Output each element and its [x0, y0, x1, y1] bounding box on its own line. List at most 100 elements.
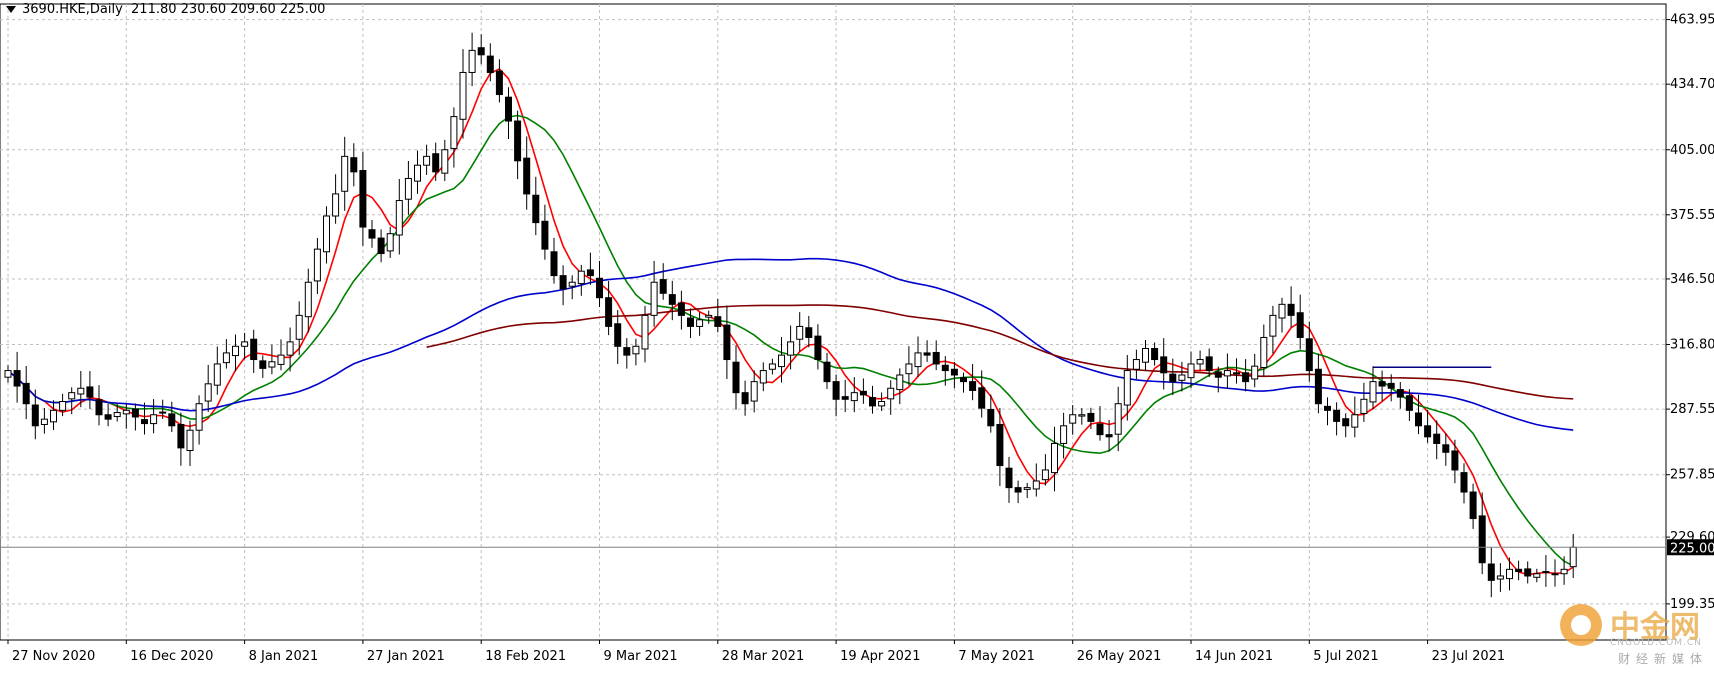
x-tick-label: 28 Mar 2021	[722, 649, 804, 664]
candle-bull	[1506, 568, 1513, 580]
candle-bear	[1424, 425, 1432, 438]
candle-bull	[395, 200, 403, 236]
candle-bear	[1287, 303, 1295, 316]
candle-bull	[268, 361, 276, 368]
candle-bull	[1351, 414, 1359, 428]
candle-bear	[1515, 568, 1523, 573]
candle-bear	[659, 279, 667, 294]
moving-averages	[7, 67, 1574, 576]
candle-bull	[1269, 314, 1277, 337]
candle-bear	[723, 324, 731, 361]
candle-bear	[486, 55, 494, 73]
y-tick-label: 199.35	[1670, 597, 1714, 612]
candle-bear	[832, 381, 840, 400]
candle-bull	[277, 354, 285, 365]
candle-bear	[1469, 491, 1477, 520]
ohlc-values: 211.80 230.60 209.60 225.00	[131, 2, 326, 17]
candle-bull	[341, 155, 349, 192]
candle-bear	[1242, 372, 1250, 383]
candle-bear	[432, 153, 440, 173]
candle-bull	[878, 401, 886, 407]
candle-bear	[1169, 373, 1177, 383]
candle-bull	[1187, 363, 1195, 379]
candle-bull	[77, 387, 85, 395]
candle-bull	[1551, 573, 1559, 576]
candle-bull	[195, 403, 203, 431]
candle-bear	[159, 411, 167, 414]
price-tag-label: 225.00	[1670, 541, 1714, 556]
candle-bull	[1060, 425, 1068, 444]
x-tick-label: 9 Mar 2021	[604, 649, 678, 664]
y-tick-label: 405.00	[1670, 143, 1714, 158]
candle-bear	[104, 414, 112, 420]
candle-bull	[1360, 398, 1368, 414]
y-tick-label: 375.55	[1670, 208, 1714, 223]
candle-bull	[122, 409, 130, 415]
candle-bear	[86, 386, 94, 398]
candle-bull	[459, 71, 467, 120]
candle-bear	[523, 157, 531, 195]
candle-bear	[495, 70, 503, 96]
candle-bear	[823, 361, 831, 383]
candle-bear	[1314, 368, 1322, 405]
candle-bear	[950, 368, 958, 376]
symbol-label: 3690.HKE,Daily	[22, 2, 123, 17]
candle-bear	[1378, 381, 1386, 387]
candle-bull	[468, 49, 476, 73]
candle-bull	[796, 325, 804, 340]
dropdown-arrow-icon[interactable]	[6, 5, 16, 13]
candle-bear	[1405, 395, 1413, 411]
candle-bear	[732, 361, 740, 394]
candle-bull	[914, 352, 922, 368]
y-tick-label: 287.55	[1670, 402, 1714, 417]
candle-bull	[896, 374, 904, 391]
candle-bear	[869, 397, 876, 407]
candle-bear	[350, 157, 358, 173]
candle-bull	[905, 363, 913, 375]
candle-bear	[941, 364, 949, 372]
candle-bull	[1132, 359, 1140, 370]
candle-bull	[778, 354, 785, 368]
candle-bear	[13, 370, 21, 387]
candle-bear	[550, 251, 558, 277]
candle-bear	[477, 47, 485, 56]
candle-bull	[1123, 370, 1131, 406]
x-tick-label: 18 Feb 2021	[485, 649, 566, 664]
candle-bull	[222, 352, 230, 364]
candle-bear	[1087, 412, 1095, 422]
candle-bear	[996, 423, 1004, 467]
candle-bull	[1569, 546, 1577, 568]
candle-bear	[814, 335, 822, 361]
candle-bear	[1214, 371, 1222, 378]
candle-bull	[404, 177, 412, 200]
candle-bear	[596, 277, 603, 299]
candle-bull	[705, 314, 713, 318]
candle-bear	[586, 269, 594, 277]
candle-bear	[1151, 348, 1159, 361]
candle-bull	[1178, 374, 1186, 381]
candle-bear	[1160, 356, 1168, 374]
candle-bear	[250, 338, 258, 361]
candle-bull	[650, 281, 658, 316]
candle-bear	[505, 96, 512, 122]
candle-bull	[632, 345, 640, 355]
candle-bull	[696, 319, 704, 327]
logo-icon	[1560, 604, 1602, 646]
y-tick-label: 346.50	[1670, 272, 1714, 287]
candle-bull	[1023, 487, 1031, 490]
price-tag: 225.00	[0, 539, 1714, 556]
candle-bull	[4, 370, 12, 378]
candle-bear	[131, 408, 139, 418]
candle-bull	[441, 149, 449, 174]
watermark-brand: 中金网	[1610, 610, 1700, 645]
candle-bear	[177, 423, 185, 449]
candle-bear	[932, 351, 940, 365]
candle-bull	[759, 370, 767, 384]
chart-header: 3690.HKE,Daily 211.80 230.60 209.60 225.…	[4, 2, 325, 17]
candle-bull	[768, 363, 776, 370]
candle-bear	[969, 381, 977, 391]
candle-bull	[887, 387, 895, 400]
candle-bear	[95, 399, 103, 416]
x-tick-label: 19 Apr 2021	[840, 649, 920, 664]
candle-bull	[787, 341, 795, 356]
